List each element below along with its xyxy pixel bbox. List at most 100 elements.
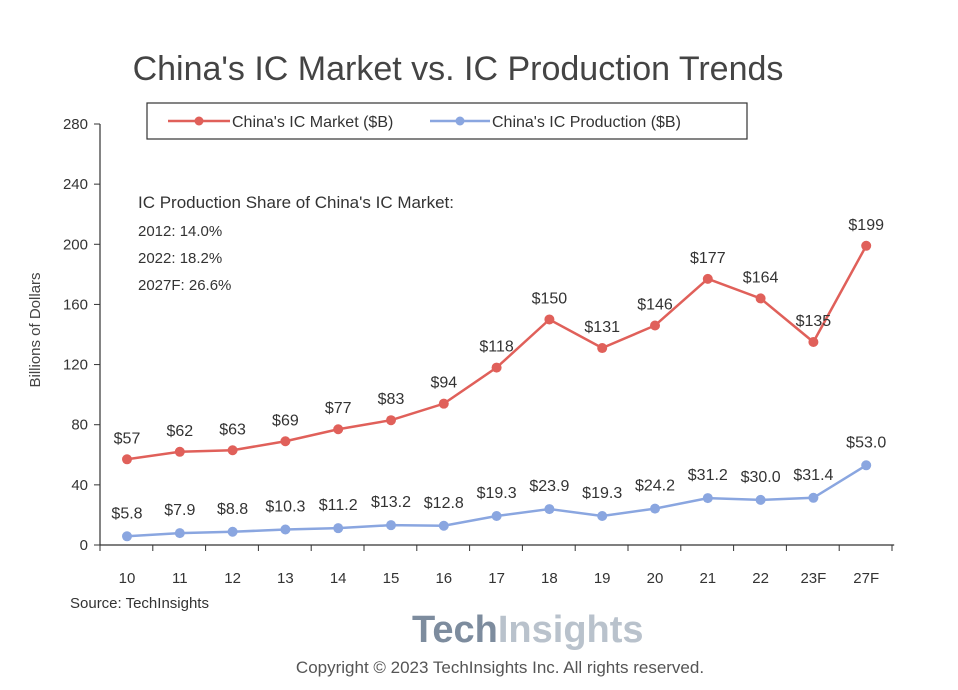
data-point xyxy=(438,520,449,531)
techinsights-logo: TechInsights xyxy=(412,609,644,651)
x-tick-label: 10 xyxy=(119,570,136,587)
data-label: $177 xyxy=(690,250,726,267)
data-label: $5.8 xyxy=(111,505,142,522)
y-tick-label: 200 xyxy=(63,236,88,253)
legend-production-label: China's IC Production ($B) xyxy=(492,114,681,131)
data-point xyxy=(438,398,449,409)
data-label: $7.9 xyxy=(164,502,195,519)
x-tick-label: 17 xyxy=(488,570,505,587)
data-label: $94 xyxy=(430,375,457,392)
x-tick-label: 23F xyxy=(800,570,826,587)
legend-market-marker xyxy=(194,116,204,126)
data-label: $12.8 xyxy=(424,495,464,512)
y-tick-label: 80 xyxy=(71,417,88,434)
data-point xyxy=(386,415,396,426)
data-point xyxy=(227,526,238,537)
x-tick-label: 16 xyxy=(435,570,452,587)
data-point xyxy=(333,424,344,435)
data-label: $31.2 xyxy=(688,467,728,484)
data-point xyxy=(491,362,502,373)
y-tick-label: 160 xyxy=(63,296,88,313)
legend: China's IC Market ($B) China's IC Produc… xyxy=(146,102,748,140)
data-label: $24.2 xyxy=(635,478,675,495)
data-point xyxy=(174,446,185,457)
chart-title: China's IC Market vs. IC Production Tren… xyxy=(133,50,784,88)
data-label: $19.3 xyxy=(477,485,517,502)
data-label: $131 xyxy=(584,319,620,336)
data-label: $30.0 xyxy=(741,469,781,486)
x-tick-label: 15 xyxy=(383,570,400,587)
data-label: $118 xyxy=(479,339,514,356)
x-tick-label: 27F xyxy=(853,570,879,587)
y-tick-label: 120 xyxy=(63,357,88,374)
data-point xyxy=(333,523,344,534)
x-tick-label: 14 xyxy=(330,570,347,587)
data-label: $150 xyxy=(532,290,568,307)
source-note: Source: TechInsights xyxy=(70,595,209,612)
x-tick-label: 12 xyxy=(224,570,241,587)
annotation-line: 2027F: 26.6% xyxy=(138,277,231,294)
legend-production-marker xyxy=(455,116,465,126)
data-point xyxy=(174,528,185,539)
data-point xyxy=(597,343,608,354)
data-label: $83 xyxy=(378,391,405,408)
data-point xyxy=(861,460,872,471)
data-point xyxy=(280,436,291,447)
data-label: $11.2 xyxy=(319,497,358,514)
data-label: $69 xyxy=(272,412,299,429)
y-tick-label: 280 xyxy=(63,116,88,133)
x-tick-label: 22 xyxy=(752,570,769,587)
data-label: $8.8 xyxy=(217,501,248,518)
x-tick-label: 18 xyxy=(541,570,558,587)
data-point xyxy=(122,454,132,465)
annotation-heading: IC Production Share of China's IC Market… xyxy=(138,193,454,212)
y-tick-label: 40 xyxy=(71,477,88,494)
y-tick-label: 240 xyxy=(63,176,88,193)
data-point xyxy=(597,510,608,521)
x-tick-label: 20 xyxy=(647,570,664,587)
y-axis-label: Billions of Dollars xyxy=(27,272,44,387)
x-tick-label: 13 xyxy=(277,570,294,587)
x-tick-label: 19 xyxy=(594,570,611,587)
x-tick-label: 21 xyxy=(699,570,716,587)
annotation-line: 2012: 14.0% xyxy=(138,223,222,240)
x-tick-label: 11 xyxy=(172,570,188,587)
data-point xyxy=(544,504,555,515)
data-point xyxy=(386,520,396,531)
data-point xyxy=(808,492,819,503)
annotation: IC Production Share of China's IC Market… xyxy=(138,193,454,294)
data-point xyxy=(755,494,766,505)
data-point xyxy=(227,445,238,456)
data-label: $199 xyxy=(848,217,884,234)
data-label: $13.2 xyxy=(371,494,411,511)
data-point xyxy=(650,320,660,331)
data-point xyxy=(755,293,766,304)
data-point xyxy=(491,510,502,521)
data-label: $135 xyxy=(796,313,832,330)
data-point xyxy=(702,493,713,504)
data-label: $10.3 xyxy=(265,499,305,516)
data-label: $164 xyxy=(743,269,779,286)
copyright: Copyright © 2023 TechInsights Inc. All r… xyxy=(296,658,704,677)
data-point xyxy=(122,531,132,542)
annotation-line: 2022: 18.2% xyxy=(138,250,222,267)
data-point xyxy=(702,273,713,284)
data-point xyxy=(650,503,660,514)
data-point xyxy=(861,240,872,251)
data-point xyxy=(280,524,291,535)
data-label: $53.0 xyxy=(846,434,886,451)
legend-market-label: China's IC Market ($B) xyxy=(232,114,393,131)
data-label: $63 xyxy=(219,421,246,438)
data-point xyxy=(544,314,555,325)
data-label: $62 xyxy=(166,423,193,440)
data-label: $146 xyxy=(637,296,673,313)
data-label: $57 xyxy=(114,430,141,447)
data-label: $23.9 xyxy=(529,478,569,495)
data-label: $77 xyxy=(325,400,352,417)
data-label: $31.4 xyxy=(793,467,833,484)
y-tick-label: 0 xyxy=(80,537,88,554)
data-point xyxy=(808,337,819,348)
data-label: $19.3 xyxy=(582,485,622,502)
